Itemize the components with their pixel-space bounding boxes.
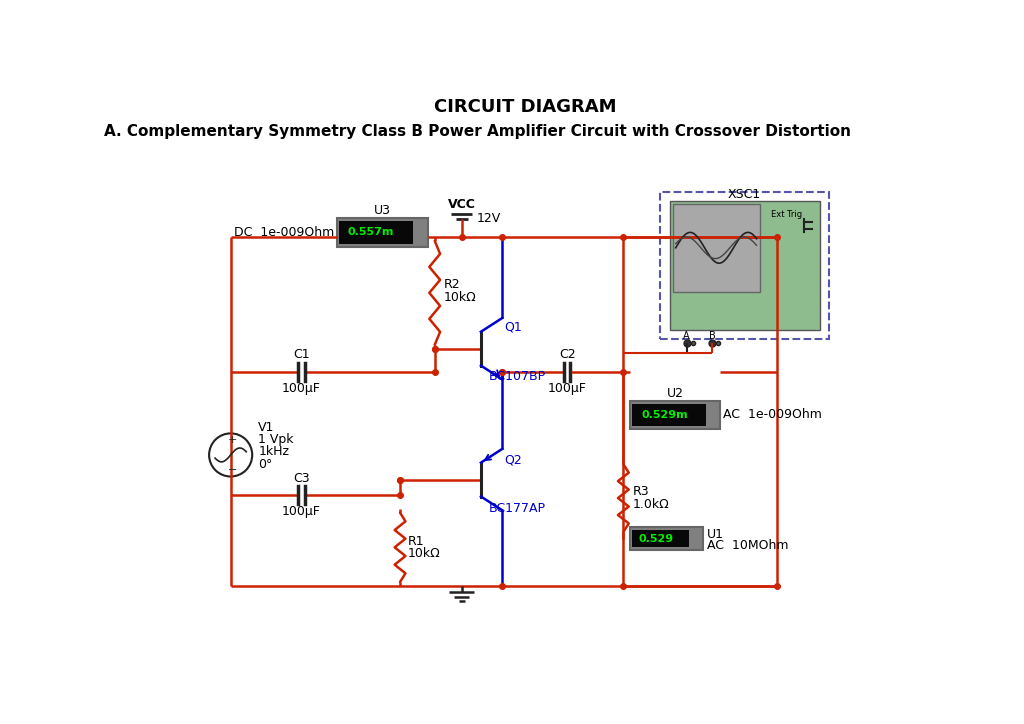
Text: 1 Vpk: 1 Vpk (258, 433, 294, 446)
Bar (339, 221, 413, 244)
Text: U3: U3 (374, 203, 391, 216)
Bar (660, 192, 829, 340)
Text: AC  10MOhm: AC 10MOhm (707, 539, 788, 552)
Text: Q1: Q1 (504, 321, 522, 334)
Text: DC  1e-009Ohm: DC 1e-009Ohm (233, 226, 334, 239)
Text: BC177AP: BC177AP (488, 502, 546, 515)
Text: U2: U2 (667, 387, 683, 400)
Text: 12V: 12V (477, 212, 502, 225)
Text: 1kHz: 1kHz (258, 445, 290, 458)
Text: 0.557m: 0.557m (347, 227, 394, 237)
Bar (630, 401, 720, 429)
Bar (632, 404, 706, 426)
Text: R3: R3 (633, 485, 649, 498)
Text: U1: U1 (707, 528, 724, 541)
Bar (337, 218, 428, 247)
Bar (630, 527, 703, 550)
Text: 1.0kΩ: 1.0kΩ (633, 497, 670, 510)
Text: A. Complementary Symmetry Class B Power Amplifier Circuit with Crossover Distort: A. Complementary Symmetry Class B Power … (103, 124, 851, 139)
Text: C1: C1 (293, 348, 310, 361)
Text: 100μF: 100μF (282, 505, 321, 518)
Text: AC  1e-009Ohm: AC 1e-009Ohm (724, 408, 822, 421)
Text: C2: C2 (559, 348, 575, 361)
Text: VCC: VCC (447, 198, 475, 211)
Text: R1: R1 (408, 535, 424, 547)
Text: 100μF: 100μF (282, 382, 321, 395)
Text: B: B (709, 332, 716, 341)
Text: V1: V1 (258, 421, 274, 434)
Text: 0°: 0° (258, 458, 272, 471)
Text: +: + (227, 434, 237, 445)
Text: −: − (227, 466, 237, 476)
Bar (632, 531, 689, 547)
Text: A: A (683, 332, 690, 341)
Text: R2: R2 (444, 278, 461, 291)
Text: 100μF: 100μF (548, 382, 587, 395)
Text: XSC1: XSC1 (728, 188, 761, 201)
Text: Q2: Q2 (504, 453, 522, 466)
Text: CIRCUIT DIAGRAM: CIRCUIT DIAGRAM (433, 98, 616, 116)
Bar (670, 201, 819, 330)
Text: BC107BP: BC107BP (488, 370, 546, 383)
Text: 10kΩ: 10kΩ (408, 547, 440, 560)
Text: Ext Trig: Ext Trig (771, 210, 802, 219)
Text: 10kΩ: 10kΩ (444, 290, 477, 303)
Text: 0.529: 0.529 (639, 534, 674, 544)
Text: 0.529m: 0.529m (642, 410, 688, 420)
Bar (673, 204, 760, 292)
Text: C3: C3 (293, 471, 310, 484)
